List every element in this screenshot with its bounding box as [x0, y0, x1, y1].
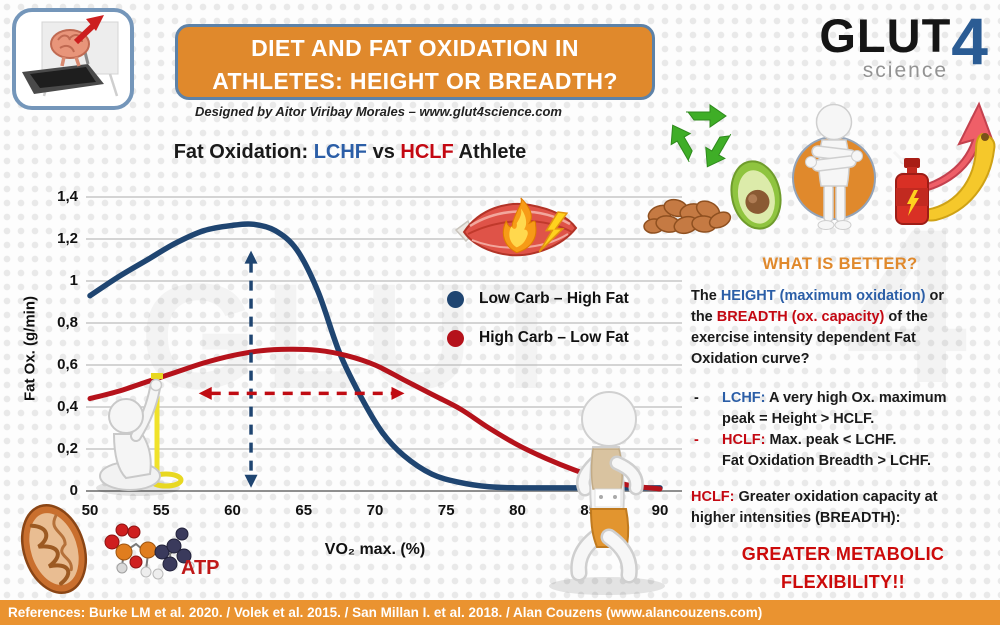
brain-treadmill-badge	[12, 8, 134, 110]
burning-muscle-icon	[450, 188, 585, 275]
height-arrow-head	[244, 474, 258, 488]
legend-marker-red	[447, 329, 464, 347]
brain-treadmill-icon	[12, 8, 134, 110]
bullet-text: LCHF: A very high Ox. maximum peak = Heig…	[722, 390, 947, 428]
legend-label: Low Carb – High Fat	[479, 290, 629, 307]
mitochondria-icon	[8, 500, 100, 603]
title-line-2: ATHLETES: HEIGHT OR BREADTH?	[212, 68, 618, 94]
chart-title: Fat Oxidation: LCHF vs HCLF Athlete	[173, 141, 527, 163]
y-tick-label: 0,6	[57, 356, 78, 373]
x-tick-label: 60	[224, 502, 241, 519]
x-tick-label: 80	[509, 502, 526, 519]
avocado-icon	[724, 156, 788, 239]
title-banner: DIET AND FAT OXIDATION IN ATHLETES: HEIG…	[175, 24, 655, 100]
athlete-figure-icon	[788, 98, 880, 241]
measuring-figure-icon	[92, 360, 202, 503]
rising-arrow-icon	[73, 15, 104, 45]
y-tick-label: 0,8	[57, 314, 78, 331]
legend-marker-blue	[447, 290, 464, 308]
bullet-text: HCLF: Max. peak < LCHF. Fat Oxidation Bre…	[722, 432, 932, 470]
conclusion-text: HCLF: Greater oxidation capacity at highe…	[691, 489, 938, 527]
y-tick-label: 0,2	[57, 440, 78, 457]
bullet-lchf: - LCHF: A very high Ox. maximum peak = He…	[694, 388, 996, 430]
x-tick-label: 75	[437, 502, 455, 519]
atp-label: ATP	[181, 557, 220, 579]
atp-molecule-icon	[100, 518, 200, 607]
intro-paragraph: The HEIGHT (maximum oxidation) or the BRE…	[691, 288, 944, 368]
legend-item-high-carb-low-fat: High Carb – Low Fat	[447, 329, 629, 347]
bullet-hclf: - HCLF: Max. peak < LCHF. Fat Oxidation B…	[694, 430, 996, 472]
x-axis-title: VO₂ max. (%)	[324, 541, 426, 558]
logo-4-text: 4	[951, 4, 988, 78]
y-tick-label: 0	[69, 482, 78, 499]
x-tick-label: 70	[366, 502, 384, 519]
y-tick-label: 1	[69, 272, 78, 289]
x-tick-label: 65	[295, 502, 313, 519]
chart-legend: Low Carb – High Fat High Carb – Low Fat	[447, 290, 629, 368]
energy-gel-icon	[890, 150, 934, 233]
bullet-list: - LCHF: A very high Ox. maximum peak = He…	[694, 388, 996, 472]
what-is-better-heading: WHAT IS BETTER?	[762, 255, 918, 273]
logo-science-text: science	[862, 59, 948, 82]
references-bar: References: Burke LM et al. 2020. / Vole…	[0, 600, 1000, 625]
logo-glut-text: GLUT	[819, 9, 952, 62]
byline: Designed by Aitor Viribay Morales – www.…	[195, 104, 562, 119]
x-tick-label: 50	[81, 502, 99, 519]
x-tick-label: 55	[152, 502, 170, 519]
legend-item-low-carb-high-fat: Low Carb – High Fat	[447, 290, 629, 308]
y-tick-label: 1,2	[57, 230, 78, 247]
references-text: References: Burke LM et al. 2020. / Vole…	[8, 605, 763, 620]
legend-label: High Carb – Low Fat	[479, 329, 629, 346]
y-tick-label: 1,4	[57, 188, 78, 205]
bullet-dash: -	[694, 432, 699, 449]
brain-icon	[50, 29, 90, 67]
highlight-text: GREATER METABOLIC FLEXIBILITY!!	[741, 544, 945, 592]
x-tick-label: 90	[651, 502, 669, 519]
y-tick-label: 0,4	[57, 398, 78, 415]
bullet-dash: -	[694, 390, 699, 406]
title-line-1: DIET AND FAT OXIDATION IN	[251, 35, 579, 61]
rising-arrow-icon	[893, 98, 997, 199]
glut4science-logo: GLUT4 science	[770, 8, 988, 81]
runner-icon	[535, 385, 680, 605]
